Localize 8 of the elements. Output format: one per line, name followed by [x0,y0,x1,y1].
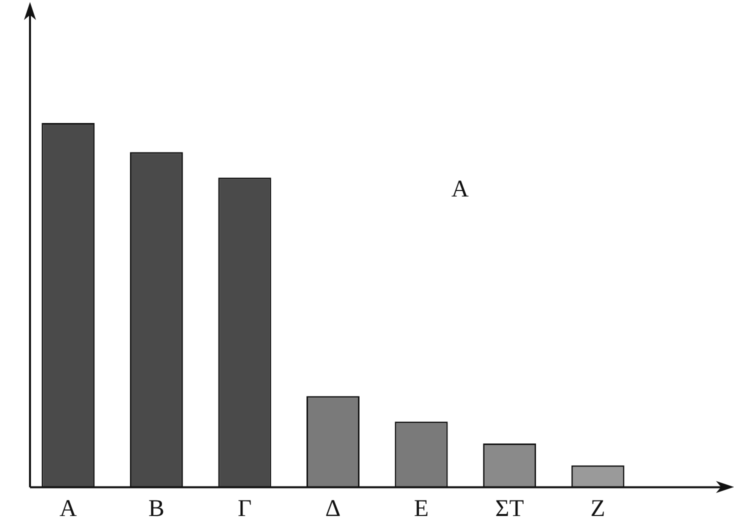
x-tick-label: A [59,496,78,522]
x-tick-label: Δ [325,496,341,522]
x-tick-label: B [148,496,164,522]
annotation: A [451,176,470,202]
x-tick-label: E [414,496,429,522]
x-tick-label: ΣT [495,496,524,522]
x-tick-label: Z [590,496,606,522]
x-tick-label: Γ [238,496,252,522]
